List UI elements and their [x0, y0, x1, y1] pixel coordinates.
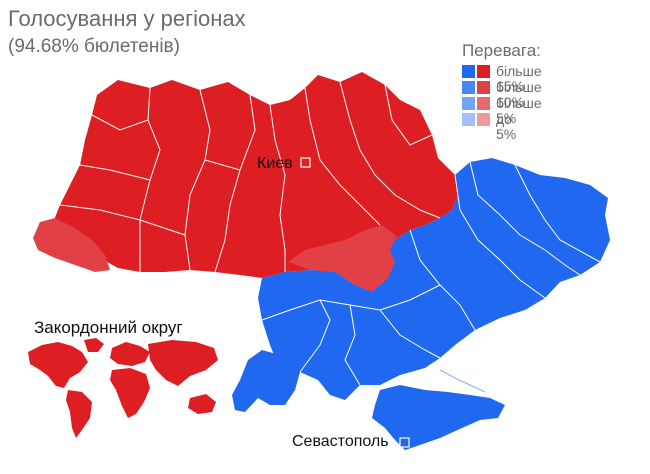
- legend-label: до 5%: [496, 111, 517, 142]
- legend-swatch-blue: [462, 113, 475, 126]
- sevastopol-marker: [399, 437, 410, 448]
- region-east-south: [258, 158, 610, 400]
- region-zakarpattia: [33, 218, 110, 272]
- continent-asia: [148, 340, 218, 386]
- legend-label: більше 5%: [496, 95, 542, 126]
- legend-label: більше 10%: [496, 79, 542, 110]
- legend-swatch-red: [477, 97, 490, 110]
- legend-swatch-blue: [462, 81, 475, 94]
- legend-title: Перевага:: [462, 41, 541, 60]
- legend-label: більше 15%: [496, 63, 542, 94]
- continent-africa: [110, 368, 150, 418]
- region-borders: [59, 81, 601, 386]
- continent-north-america: [28, 342, 88, 388]
- city-label-kyiv: Киев: [257, 155, 293, 172]
- legend-swatch-blue: [462, 65, 475, 78]
- region-crimea: [372, 385, 505, 450]
- azov-coast-detail: [439, 369, 486, 393]
- continent-europe: [110, 342, 150, 366]
- region-odesa-south: [232, 350, 300, 412]
- legend-swatch-red: [477, 81, 490, 94]
- legend-swatch-red: [477, 65, 490, 78]
- map-subtitle: (94.68% бюлетенів): [8, 36, 180, 57]
- continent-greenland: [84, 338, 104, 352]
- continent-australia: [188, 394, 216, 414]
- world-map: [28, 338, 218, 438]
- map-title: Голосування у регіонах: [8, 6, 246, 31]
- city-label-sevastopol: Севастополь: [292, 433, 389, 450]
- region-kirovohrad: [288, 225, 405, 292]
- kyiv-marker: [300, 157, 311, 168]
- abroad-district-label: Закордонний округ: [34, 318, 183, 337]
- legend-swatch-red: [477, 113, 490, 126]
- continent-south-america: [66, 390, 92, 438]
- legend-swatch-blue: [462, 97, 475, 110]
